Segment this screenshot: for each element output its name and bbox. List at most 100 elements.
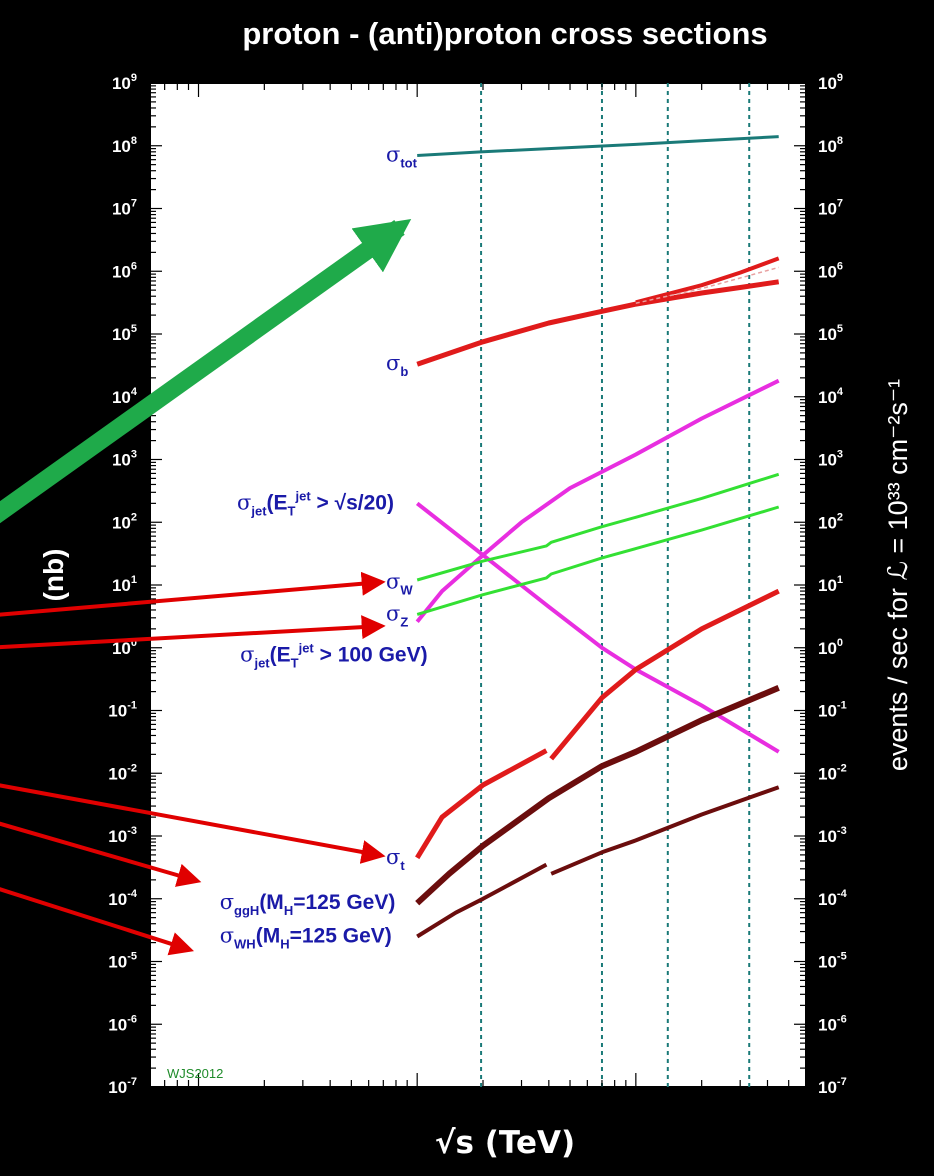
series-line	[415, 378, 780, 623]
y-tick-base: 10	[108, 764, 127, 783]
y-tick-exponent: 1	[837, 574, 843, 586]
curve-label-paren-subscript: H	[284, 903, 293, 918]
y-tick-base: 10	[108, 1015, 127, 1034]
y-tick-base: 10	[112, 451, 131, 470]
y-tick-label-right: 10-6	[818, 1013, 847, 1034]
y-tick-base: 10	[818, 137, 837, 156]
curve-label-rest: =125 GeV)	[293, 891, 395, 914]
curve-label-paren-superscript: jet	[298, 641, 315, 656]
curve-label-subscript: WH	[234, 937, 256, 952]
y-tick-label-right: 10-4	[818, 888, 848, 909]
curve-label-symbol: σ	[386, 845, 400, 869]
red-arrow	[0, 615, 386, 650]
y-tick-base: 10	[818, 451, 837, 470]
curve-label-paren: (E	[267, 491, 288, 514]
curve-label: σW	[386, 569, 413, 597]
y-tick-exponent: -3	[127, 825, 137, 837]
curve-label: σb	[386, 351, 408, 379]
y-tick-base: 10	[818, 1078, 837, 1097]
series-line	[550, 785, 780, 876]
y-tick-exponent: 8	[837, 135, 843, 147]
y-tick-exponent: -2	[127, 762, 137, 774]
plot-area	[149, 82, 807, 1088]
y-tick-base: 10	[818, 764, 837, 783]
curve-label-paren: (M	[259, 891, 284, 914]
y-tick-exponent: -4	[127, 888, 138, 900]
y-tick-label-left: 10-6	[108, 1013, 137, 1034]
y-tick-exponent: -7	[127, 1076, 137, 1088]
curve-label: σjet(ETjet > √s/20)	[237, 488, 394, 518]
y-tick-exponent: 9	[131, 72, 137, 84]
green-arrow	[0, 219, 412, 524]
y-tick-base: 10	[108, 702, 127, 721]
red-arrow	[0, 887, 194, 956]
curve-label-subscript: ggH	[234, 903, 259, 918]
y-tick-label-left: 104	[112, 386, 138, 407]
y-axis-label-left: (nb)	[38, 549, 69, 602]
y-tick-base: 10	[112, 639, 131, 658]
y-tick-exponent: -1	[837, 700, 847, 712]
annotation-arrows	[0, 219, 412, 956]
curve-label-symbol: σ	[386, 142, 400, 166]
y-tick-base: 10	[108, 1078, 127, 1097]
curve-label-symbol: σ	[386, 351, 400, 375]
y-tick-label-right: 10-7	[818, 1076, 847, 1097]
series-line	[415, 748, 548, 860]
y-tick-label-right: 109	[818, 72, 843, 93]
y-tick-base: 10	[818, 1015, 837, 1034]
curve-label-subscript: t	[400, 858, 405, 873]
curve-label-symbol: σ	[386, 569, 400, 593]
y-tick-base: 10	[108, 953, 127, 972]
curve-label: σWH(MH=125 GeV)	[220, 924, 392, 952]
y-tick-base: 10	[108, 890, 127, 909]
y-tick-exponent: 8	[131, 135, 137, 147]
y-tick-exponent: 0	[131, 637, 137, 649]
y-tick-label-right: 100	[818, 637, 843, 658]
series-line	[416, 862, 548, 939]
y-tick-base: 10	[818, 200, 837, 219]
y-tick-base: 10	[818, 388, 837, 407]
y-tick-base: 10	[818, 74, 837, 93]
y-tick-base: 10	[108, 827, 127, 846]
curve-label-symbol: σ	[220, 890, 234, 914]
y-tick-label-right: 103	[818, 449, 843, 470]
y-tick-label-right: 101	[818, 574, 843, 595]
y-tick-base: 10	[112, 74, 131, 93]
curve-label-rest: =125 GeV)	[290, 925, 392, 948]
y-tick-label-right: 108	[818, 135, 843, 156]
y-tick-label-right: 106	[818, 260, 843, 281]
y-tick-label-left: 100	[112, 637, 137, 658]
y-tick-label-left: 10-1	[108, 700, 137, 721]
ticks-layer: 10910810710610510410310210110010-110-210…	[108, 72, 847, 1097]
y-tick-base: 10	[818, 576, 837, 595]
curve-label: σt	[386, 845, 405, 873]
red-arrow	[0, 821, 202, 887]
y-tick-label-left: 106	[112, 260, 137, 281]
curve-label-paren-subscript: T	[288, 503, 296, 518]
y-tick-exponent: -7	[837, 1076, 847, 1088]
y-tick-exponent: -6	[127, 1013, 137, 1025]
curve-label-symbol: σ	[240, 643, 254, 667]
curve-label-paren-subscript: T	[291, 656, 299, 671]
y-tick-exponent: 6	[131, 260, 137, 272]
curve-label-symbol: σ	[237, 490, 251, 514]
series-line	[417, 135, 779, 157]
series-line	[635, 266, 779, 304]
y-tick-label-left: 10-5	[108, 951, 137, 972]
chart-title: proton - (anti)proton cross sections	[242, 16, 767, 51]
y-tick-label-left: 10-4	[108, 888, 138, 909]
y-tick-label-left: 10-2	[108, 762, 137, 783]
series-line	[635, 256, 780, 305]
curve-label-subscript: Z	[400, 614, 408, 629]
curve-label: σtot	[386, 142, 418, 170]
y-tick-base: 10	[112, 325, 131, 344]
curve-label: σggH(MH=125 GeV)	[220, 890, 396, 918]
y-tick-exponent: 5	[131, 323, 137, 335]
curve-label-symbol: σ	[220, 924, 234, 948]
curve-label-subscript: jet	[253, 656, 270, 671]
curve-label-rest: > √s/20)	[311, 491, 394, 514]
y-tick-base: 10	[818, 702, 837, 721]
series-layer	[415, 135, 780, 939]
